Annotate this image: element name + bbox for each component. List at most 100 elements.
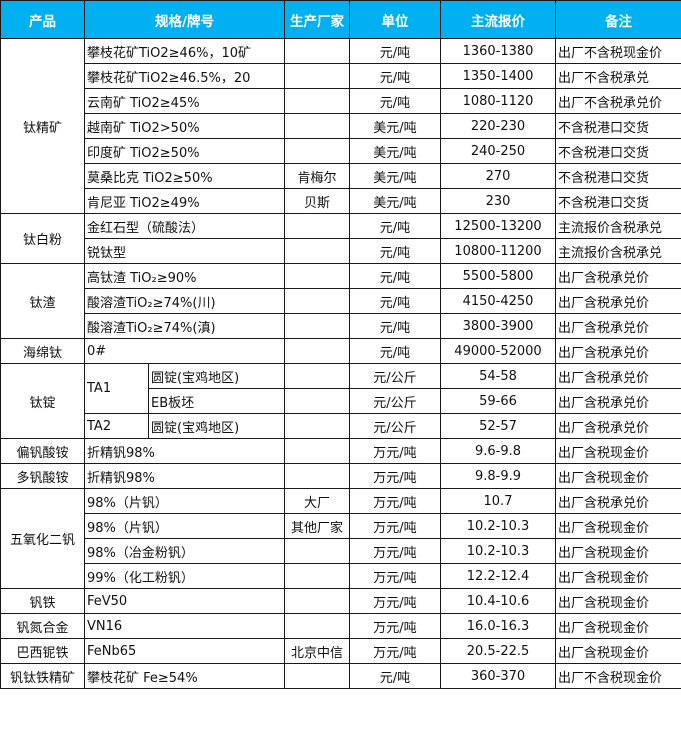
- spec-cell: 圆锭(宝鸡地区): [148, 413, 285, 439]
- maker-cell: [284, 238, 350, 264]
- price-cell: 9.6-9.8: [440, 438, 556, 464]
- table-row: 98%（片钒） 其他厂家 万元/吨 10.2-10.3 出厂含税现金价: [1, 513, 681, 539]
- maker-cell: [284, 313, 350, 339]
- unit-cell: 万元/吨: [349, 538, 441, 564]
- spec-cell: 圆锭(宝鸡地区): [148, 363, 285, 389]
- maker-cell: [284, 463, 350, 489]
- table-row: 偏钒酸铵 折精钒98% 万元/吨 9.6-9.8 出厂含税现金价: [0, 438, 681, 464]
- spec-cell: 越南矿 TiO2>50%: [84, 113, 285, 139]
- spec-cell: 98%（片钒）: [84, 513, 285, 539]
- spec-cell: EB板坯: [148, 388, 285, 414]
- price-cell: 1080-1120: [440, 88, 556, 114]
- note-cell: 出厂含税现金价: [555, 463, 681, 489]
- maker-cell: [284, 88, 350, 114]
- table-row: 钛精矿 攀枝花矿TiO2≥46%，10矿 元/吨 1360-1380 出厂不含税现金价: [0, 38, 681, 214]
- header-spec: 规格/牌号: [84, 0, 285, 39]
- header-maker: 生产厂家: [284, 0, 350, 39]
- unit-cell: 元/吨: [349, 213, 441, 239]
- spec-cell: 印度矿 TiO2≥50%: [84, 138, 285, 164]
- note-cell: 不含税港口交货: [555, 188, 681, 214]
- table-row: TA2 圆锭(宝鸡地区) 元/公斤 52-57 出厂含税承兑价: [1, 413, 681, 439]
- price-cell: 54-58: [440, 363, 556, 389]
- note-cell: 出厂不含税现金价: [555, 663, 681, 689]
- spec-cell: 肯尼亚 TiO2≥49%: [84, 188, 285, 214]
- spec-cell: VN16: [84, 613, 285, 639]
- spec-cell: 酸溶渣TiO₂≥74%(滇): [84, 313, 285, 339]
- note-cell: 出厂不含税承兑价: [555, 88, 681, 114]
- price-cell: 1360-1380: [440, 38, 556, 64]
- table-row: 云南矿 TiO2≥45% 元/吨 1080-1120 出厂不含税承兑价: [1, 88, 681, 114]
- note-cell: 出厂含税现金价: [555, 613, 681, 639]
- note-cell: 出厂不含税承兑: [555, 63, 681, 89]
- price-cell: 360-370: [440, 663, 556, 689]
- note-cell: 出厂含税承兑价: [555, 488, 681, 514]
- note-cell: 出厂含税承兑价: [555, 263, 681, 289]
- price-cell: 10.7: [440, 488, 556, 514]
- unit-cell: 元/公斤: [349, 363, 441, 389]
- maker-cell: [284, 438, 350, 464]
- unit-cell: 美元/吨: [349, 163, 441, 189]
- grade-cell: TA2: [84, 413, 149, 439]
- note-cell: 出厂含税承兑价: [555, 338, 681, 364]
- table-row: 酸溶渣TiO₂≥74%(川) 元/吨 4150-4250 出厂含税承兑价: [1, 288, 681, 314]
- spec-cell: 金红石型（硫酸法）: [84, 213, 285, 239]
- spec-cell: 攀枝花矿TiO2≥46%，10矿: [84, 38, 285, 64]
- maker-cell: 贝斯: [284, 188, 350, 214]
- maker-cell: [284, 538, 350, 564]
- spec-cell: 高钛渣 TiO₂≥90%: [84, 263, 285, 289]
- note-cell: 出厂含税现金价: [555, 563, 681, 589]
- note-cell: 出厂含税现金价: [555, 513, 681, 539]
- maker-cell: [284, 563, 350, 589]
- price-cell: 10.2-10.3: [440, 538, 556, 564]
- note-cell: 出厂含税承兑价: [555, 388, 681, 414]
- price-cell: 10.4-10.6: [440, 588, 556, 614]
- product-cell: 海绵钛: [0, 338, 85, 364]
- price-cell: 4150-4250: [440, 288, 556, 314]
- spec-cell: 98%（冶金粉钒）: [84, 538, 285, 564]
- price-cell: 230: [440, 188, 556, 214]
- maker-cell: [284, 288, 350, 314]
- table-row: 钛白粉 金红石型（硫酸法） 元/吨 12500-13200 主流报价含税承兑: [0, 213, 681, 264]
- maker-cell: [284, 613, 350, 639]
- unit-cell: 元/公斤: [349, 388, 441, 414]
- unit-cell: 元/吨: [349, 238, 441, 264]
- price-cell: 9.8-9.9: [440, 463, 556, 489]
- note-cell: 出厂含税现金价: [555, 438, 681, 464]
- header-row: 产品 规格/牌号 生产厂家 单位 主流报价 备注: [0, 0, 681, 39]
- note-cell: 出厂含税现金价: [555, 588, 681, 614]
- unit-cell: 元/吨: [349, 63, 441, 89]
- spec-cell: 锐钛型: [84, 238, 285, 264]
- header-price: 主流报价: [440, 0, 556, 39]
- price-cell: 12.2-12.4: [440, 563, 556, 589]
- maker-cell: [284, 663, 350, 689]
- price-cell: 12500-13200: [440, 213, 556, 239]
- maker-cell: [284, 413, 350, 439]
- unit-cell: 万元/吨: [349, 463, 441, 489]
- table-row: 98%（冶金粉钒） 万元/吨 10.2-10.3 出厂含税现金价: [1, 538, 681, 564]
- note-cell: 不含税港口交货: [555, 138, 681, 164]
- product-cell: 钒铁: [0, 588, 85, 614]
- maker-cell: [284, 388, 350, 414]
- spec-cell: FeV50: [84, 588, 285, 614]
- table-row: 巴西铌铁 FeNb65 北京中信 万元/吨 20.5-22.5 出厂含税现金价: [0, 638, 681, 664]
- note-cell: 出厂含税承兑价: [555, 363, 681, 389]
- unit-cell: 美元/吨: [349, 113, 441, 139]
- maker-cell: [284, 38, 350, 64]
- table-row: 肯尼亚 TiO2≥49% 贝斯 美元/吨 230 不含税港口交货: [1, 188, 681, 214]
- price-cell: 59-66: [440, 388, 556, 414]
- grade-cell: TA1: [84, 363, 149, 414]
- unit-cell: 万元/吨: [349, 438, 441, 464]
- table-row: 钒钛铁精矿 攀枝花矿 Fe≥54% 元/吨 360-370 出厂不含税现金价: [0, 663, 681, 689]
- price-cell: 270: [440, 163, 556, 189]
- note-cell: 主流报价含税承兑: [555, 213, 681, 239]
- price-cell: 240-250: [440, 138, 556, 164]
- price-table: 产品 规格/牌号 生产厂家 单位 主流报价 备注 钛精矿 攀枝花矿TiO2≥46%…: [0, 0, 681, 689]
- note-cell: 不含税港口交货: [555, 163, 681, 189]
- table-row: 钛渣 高钛渣 TiO₂≥90% 元/吨 5500-5800 出厂含税承兑价: [0, 263, 681, 339]
- product-cell: 五氧化二钒: [0, 488, 85, 589]
- table-row: 海绵钛 0# 元/吨 49000-52000 出厂含税承兑价: [0, 338, 681, 364]
- table-row: 五氧化二钒 98%（片钒） 大厂 万元/吨 10.7 出厂含税承兑价: [0, 488, 681, 589]
- note-cell: 出厂含税现金价: [555, 538, 681, 564]
- header-note: 备注: [555, 0, 681, 39]
- product-cell: 钛渣: [0, 263, 85, 339]
